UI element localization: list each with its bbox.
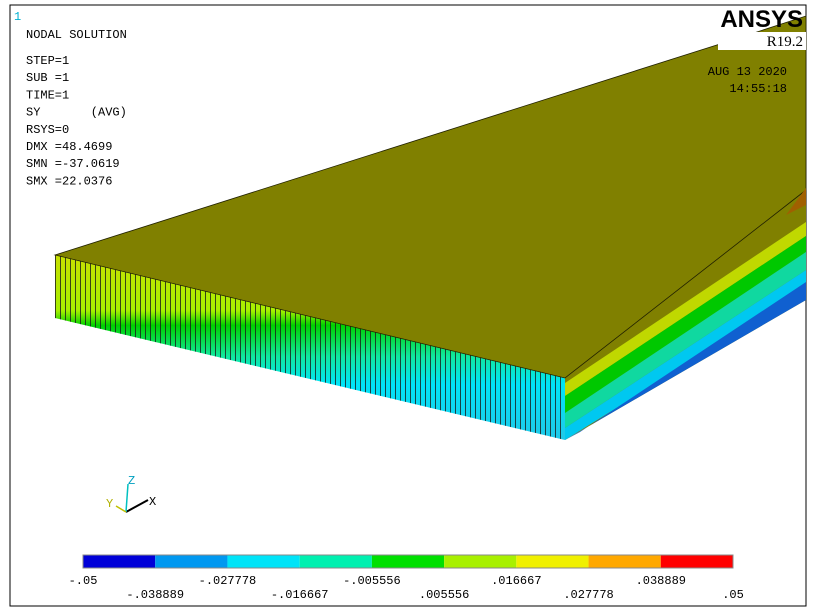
legend-label: .05	[722, 588, 744, 602]
legend-border	[82, 554, 734, 569]
front-fins	[55, 255, 565, 440]
info-line: SMX =22.0376	[26, 174, 112, 188]
legend-label: -.005556	[343, 574, 401, 588]
legend-swatch	[155, 555, 228, 568]
triad-y: Y	[106, 497, 113, 511]
info: STEP=1 SUB =1 TIME=1 SY (AVG) RSYS=0 DMX =48.…	[26, 54, 127, 188]
logo-box	[718, 32, 806, 50]
title: NODAL SOLUTION	[26, 28, 127, 42]
triad: Z Y X	[106, 474, 156, 513]
date: AUG 13 2020	[708, 65, 787, 79]
info-line: TIME=1	[26, 88, 69, 102]
info-line: SMN =-37.0619	[26, 157, 120, 171]
info-line: SUB =1	[26, 71, 69, 85]
logo: ANSYS	[720, 6, 803, 33]
legend-label: -.016667	[271, 588, 329, 602]
legend-label: -.038889	[126, 588, 184, 602]
info-line: RSYS=0	[26, 123, 69, 137]
legend-swatch	[299, 555, 372, 568]
top-spot	[786, 188, 806, 215]
window-number: 1	[14, 10, 21, 24]
legend-label: .016667	[491, 574, 541, 588]
y-axis	[115, 505, 127, 513]
legend-swatch	[83, 555, 156, 568]
legend-swatch	[588, 555, 661, 568]
legend-label: .038889	[636, 574, 686, 588]
legend-swatch	[444, 555, 517, 568]
triad-z: Z	[128, 474, 135, 488]
info-line: DMX =48.4699	[26, 140, 112, 154]
z-axis	[125, 483, 129, 513]
legend: -.05 -.038889 -.027778 -.016667 -.005556 .005…	[69, 554, 744, 602]
side-band	[565, 222, 806, 396]
info-line: SY (AVG)	[26, 106, 127, 120]
legend-label: -.05	[69, 574, 98, 588]
x-axis	[125, 499, 149, 513]
legend-swatch	[371, 555, 445, 568]
release: R19.2	[767, 34, 803, 50]
legend-label: .005556	[419, 588, 469, 602]
legend-swatch	[227, 555, 300, 568]
legend-label: .027778	[563, 588, 613, 602]
info-line: STEP=1	[26, 54, 69, 68]
side-band	[565, 270, 806, 440]
legend-swatch	[660, 555, 733, 568]
time: 14:55:18	[729, 82, 787, 96]
triad-x: X	[149, 495, 156, 509]
model	[53, 15, 807, 440]
top-face	[53, 15, 807, 379]
side-band	[565, 236, 806, 413]
legend-label: -.027778	[199, 574, 257, 588]
legend-swatch	[516, 555, 589, 568]
side-band	[565, 252, 806, 428]
